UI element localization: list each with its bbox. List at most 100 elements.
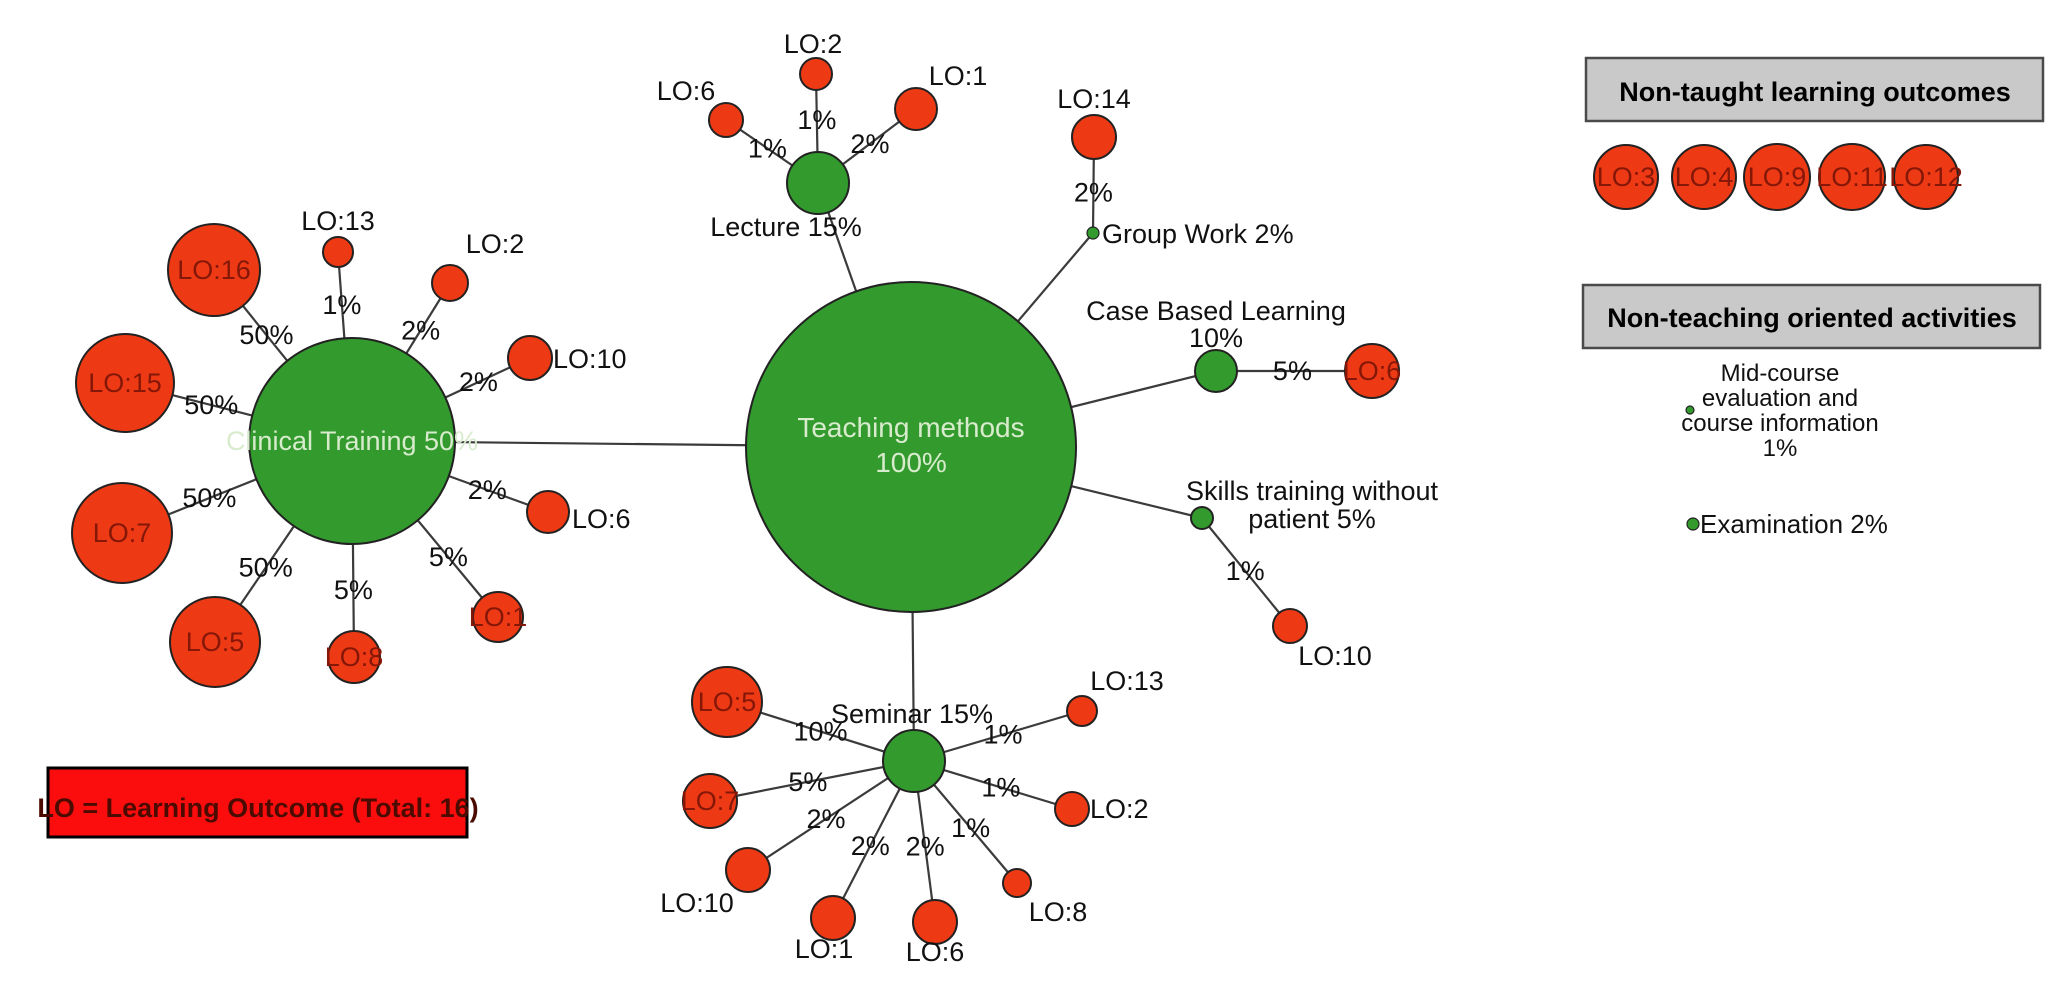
node-label-teaching: Teaching methods <box>797 412 1024 443</box>
label-sm-lo2: LO:2 <box>1090 794 1149 824</box>
label-midcourse: 1% <box>1763 435 1798 462</box>
edge-skills-sk-lo10 <box>1201 517 1291 627</box>
outcome-node-lg-lo12 <box>1893 144 1959 210</box>
dot-node-groupwork <box>1086 226 1100 240</box>
edge-seminar-sm-lo10 <box>747 760 915 871</box>
label-cl-lo2: LO:2 <box>466 229 525 259</box>
label-sk-lo10: LO:10 <box>1298 641 1372 671</box>
outcome-node-cl-lo13 <box>322 236 354 268</box>
outcome-node-sk-lo10 <box>1272 608 1308 644</box>
node-label-lg-lo9: LO:9 <box>1748 162 1807 192</box>
outcome-node-cl-lo1 <box>472 591 524 643</box>
label-casebased: 10% <box>1189 323 1243 353</box>
outcome-node-cl-lo16 <box>167 223 261 317</box>
label-midcourse: course information <box>1681 410 1878 437</box>
outcome-node-cl-lo15 <box>75 333 175 433</box>
label-cl-lo10: LO:10 <box>553 344 627 374</box>
edge-label-seminar-sm-lo7: 5% <box>788 767 827 797</box>
outcome-node-sm-lo10 <box>725 847 771 893</box>
edge-label-casebased-cb-lo6: 5% <box>1273 356 1312 386</box>
label-examination: Examination 2% <box>1700 509 1888 539</box>
edge-label-clinical-cl-lo10: 2% <box>459 367 498 397</box>
outcome-node-lg-lo3 <box>1593 144 1659 210</box>
node-label-cl-lo1: LO:1 <box>469 602 528 632</box>
edge-label-seminar-sm-lo10: 2% <box>807 804 846 834</box>
dot-node-midcourse <box>1685 405 1695 415</box>
method-node-skills <box>1190 506 1214 530</box>
note-box <box>46 766 469 839</box>
label-groupwork: Group Work 2% <box>1102 219 1294 249</box>
label-midcourse: evaluation and <box>1702 385 1858 412</box>
edge-label-clinical-cl-lo8: 5% <box>334 575 373 605</box>
outcome-node-sm-lo8 <box>1002 868 1032 898</box>
outcome-node-lc-lo6 <box>708 102 744 138</box>
label-sm-lo6: LO:6 <box>906 937 965 967</box>
label-sm-lo13: LO:13 <box>1090 666 1164 696</box>
node-label-cl-lo8: LO:8 <box>325 642 384 672</box>
edge-label-clinical-cl-lo1: 5% <box>429 542 468 572</box>
legend-box-0 <box>1584 56 2045 123</box>
legend-box-1 <box>1581 283 2042 350</box>
label-midcourse: Mid-course <box>1721 360 1840 387</box>
outcome-node-lc-lo1 <box>894 87 938 131</box>
edge-label-seminar-sm-lo6: 2% <box>906 831 945 861</box>
node-label-cl-lo16: LO:16 <box>177 255 251 285</box>
outcome-node-lg-lo4 <box>1671 144 1737 210</box>
label-sm-lo10: LO:10 <box>660 888 734 918</box>
outcome-node-cl-lo5 <box>169 596 261 688</box>
dot-node-examination <box>1686 517 1700 531</box>
outcome-node-lc-lo2 <box>799 57 833 91</box>
outcome-node-sm-lo2 <box>1054 791 1090 827</box>
edge-label-skills-sk-lo10: 1% <box>1226 556 1265 586</box>
edge-label-lecture-lc-lo6: 1% <box>748 133 787 163</box>
outcome-node-gw-lo14 <box>1071 114 1117 160</box>
edge-label-lecture-lc-lo2: 1% <box>797 105 836 135</box>
node-label-teaching: 100% <box>875 447 947 478</box>
label-skills: Skills training without <box>1186 476 1439 506</box>
node-label-lg-lo4: LO:4 <box>1675 162 1734 192</box>
edge-label-seminar-sm-lo5: 10% <box>793 717 847 747</box>
outcome-node-cb-lo6 <box>1344 343 1400 399</box>
edge-label-clinical-cl-lo13: 1% <box>322 290 361 320</box>
outcome-node-cl-lo7 <box>71 482 173 584</box>
node-label-cl-lo7: LO:7 <box>93 518 152 548</box>
edge-label-clinical-cl-lo6: 2% <box>468 475 507 505</box>
label-sm-lo8: LO:8 <box>1029 897 1088 927</box>
label-lecture: Lecture 15% <box>710 212 862 242</box>
edge-label-seminar-sm-lo1: 2% <box>851 831 890 861</box>
node-label-cl-lo5: LO:5 <box>186 627 245 657</box>
outcome-node-sm-lo6 <box>912 899 958 945</box>
node-label-sm-lo7: LO:7 <box>681 786 740 816</box>
outcome-node-sm-lo7 <box>682 773 738 829</box>
method-node-clinical <box>248 337 456 545</box>
node-label-sm-lo5: LO:5 <box>698 687 757 717</box>
edge-label-groupwork-gw-lo14: 2% <box>1074 178 1113 208</box>
label-seminar: Seminar 15% <box>831 699 993 729</box>
edge-label-seminar-sm-lo8: 1% <box>951 813 990 843</box>
label-lc-lo1: LO:1 <box>929 61 988 91</box>
labels-layer: 50%1%2%2%50%2%50%50%5%5%1%1%2%2%5%1%10%5… <box>88 29 1963 967</box>
nodes-layer <box>71 57 1959 945</box>
method-node-lecture <box>786 151 850 215</box>
outcome-node-lg-lo9 <box>1743 143 1811 211</box>
outcome-node-sm-lo1 <box>810 895 856 941</box>
edge-label-seminar-sm-lo13: 1% <box>984 720 1023 750</box>
edge-label-clinical-cl-lo7: 50% <box>182 483 236 513</box>
node-label-lg-lo12: LO:12 <box>1889 162 1963 192</box>
method-node-seminar <box>882 729 946 793</box>
node-label-clinical: Clinical Training 50% <box>226 426 478 456</box>
method-node-casebased <box>1194 349 1238 393</box>
node-label-lg-lo11: LO:11 <box>1816 162 1888 192</box>
note-text: LO = Learning Outcome (Total: 16) <box>37 793 478 823</box>
method-node-teaching <box>745 281 1077 613</box>
node-label-lg-lo3: LO:3 <box>1597 162 1656 192</box>
edge-label-clinical-cl-lo16: 50% <box>239 320 293 350</box>
node-label-cl-lo15: LO:15 <box>88 368 162 398</box>
label-cl-lo13: LO:13 <box>301 206 375 236</box>
edge-label-lecture-lc-lo1: 2% <box>850 129 889 159</box>
label-cl-lo6: LO:6 <box>572 504 631 534</box>
edge-label-clinical-cl-lo2: 2% <box>401 315 440 345</box>
label-skills: patient 5% <box>1248 504 1376 534</box>
outcome-node-sm-lo5 <box>691 666 763 738</box>
